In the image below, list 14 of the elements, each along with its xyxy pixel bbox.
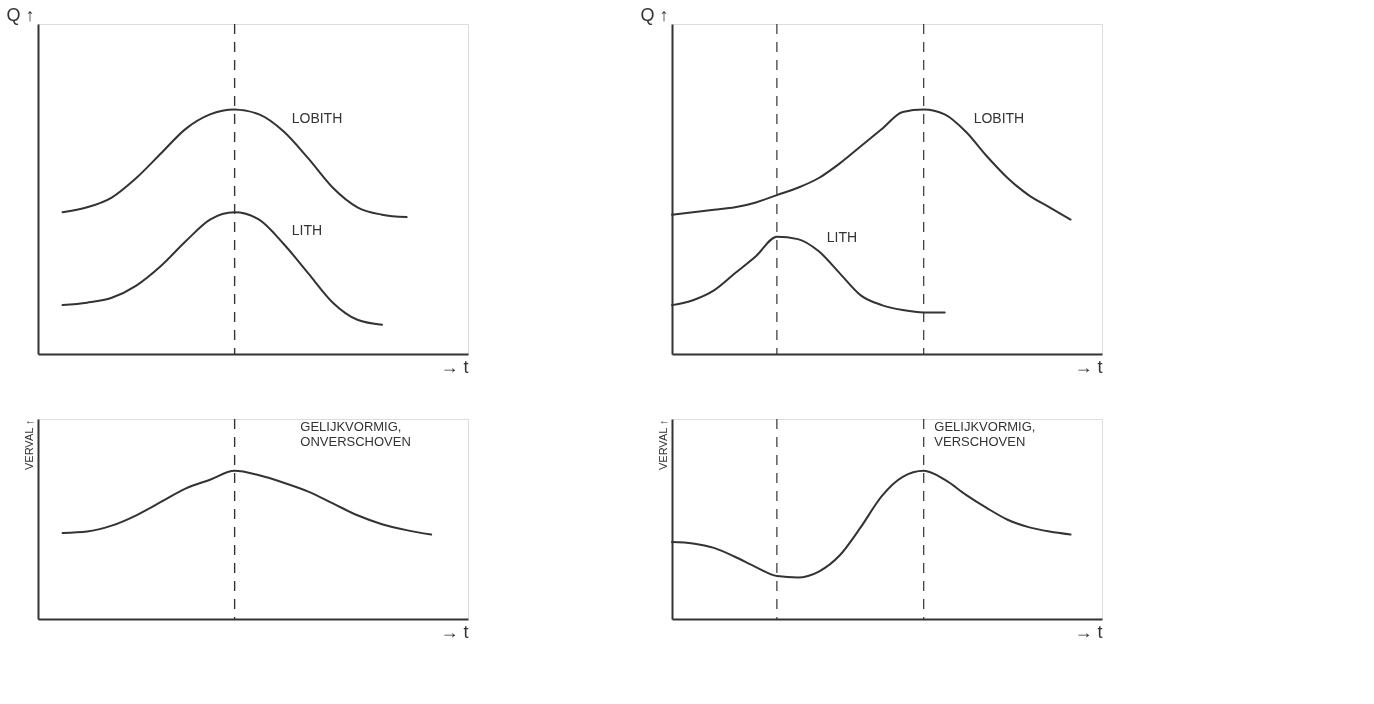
x-axis-title: → t bbox=[440, 621, 469, 642]
text: GELIJKVORMIG, ONVERSCHOVEN bbox=[300, 419, 411, 449]
x-axis-title: → t bbox=[1074, 621, 1103, 642]
y-axis-title: VERVAL ↑ bbox=[22, 419, 35, 471]
text: GELIJKVORMIG, VERSCHOVEN bbox=[934, 419, 1036, 449]
series-label: LOBITH bbox=[973, 109, 1025, 126]
y-axis-title: Q ↑ bbox=[640, 4, 669, 25]
x-axis-title: → t bbox=[440, 356, 469, 377]
series-label: LOBITH bbox=[291, 109, 343, 126]
y-axis-title: VERVAL ↑ bbox=[656, 419, 669, 471]
x-axis-title: → t bbox=[1074, 356, 1103, 377]
series-label: LITH bbox=[291, 222, 323, 238]
series-label: LITH bbox=[826, 229, 858, 246]
y-axis-title: Q ↑ bbox=[6, 4, 35, 25]
